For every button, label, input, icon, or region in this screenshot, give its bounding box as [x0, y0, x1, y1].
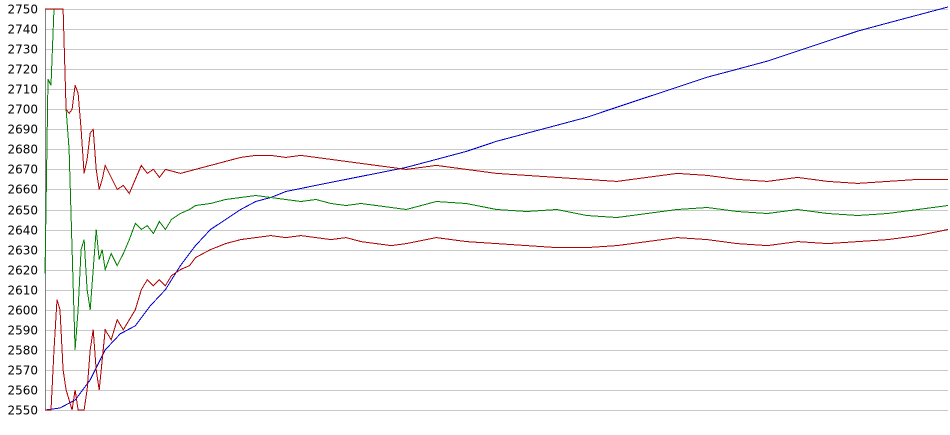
y-tick-label: 2660	[7, 183, 38, 197]
y-tick-label: 2670	[7, 163, 38, 177]
y-tick-label: 2640	[7, 224, 38, 238]
y-tick-label: 2690	[7, 123, 38, 137]
series-line-1	[44, 6, 949, 411]
series-line-4	[45, 229, 949, 411]
y-tick-label: 2720	[7, 63, 38, 77]
y-tick-label: 2710	[7, 83, 38, 97]
y-tick-label: 2560	[7, 384, 38, 398]
y-tick-label: 2730	[7, 43, 38, 57]
y-tick-label: 2550	[7, 404, 38, 418]
y-tick-label: 2630	[7, 244, 38, 258]
y-tick-label: 2750	[7, 3, 38, 17]
y-tick-label: 2650	[7, 204, 38, 218]
series-line-3	[45, 8, 948, 195]
y-tick-label: 2620	[7, 264, 38, 278]
grid-lines	[45, 9, 948, 411]
series-line-2	[44, 8, 949, 350]
y-axis-ticks: 2550 2560 2570 2580 2590 2600 2610 2620 2630 2640…	[7, 3, 38, 418]
series-layer	[44, 6, 949, 411]
y-tick-label: 2590	[7, 324, 38, 338]
y-tick-label: 2600	[7, 304, 38, 318]
y-tick-label: 2680	[7, 143, 38, 157]
y-tick-label: 2610	[7, 284, 38, 298]
y-tick-label: 2700	[7, 103, 38, 117]
y-tick-label: 2570	[7, 364, 38, 378]
y-tick-label: 2580	[7, 344, 38, 358]
y-tick-label: 2740	[7, 23, 38, 37]
